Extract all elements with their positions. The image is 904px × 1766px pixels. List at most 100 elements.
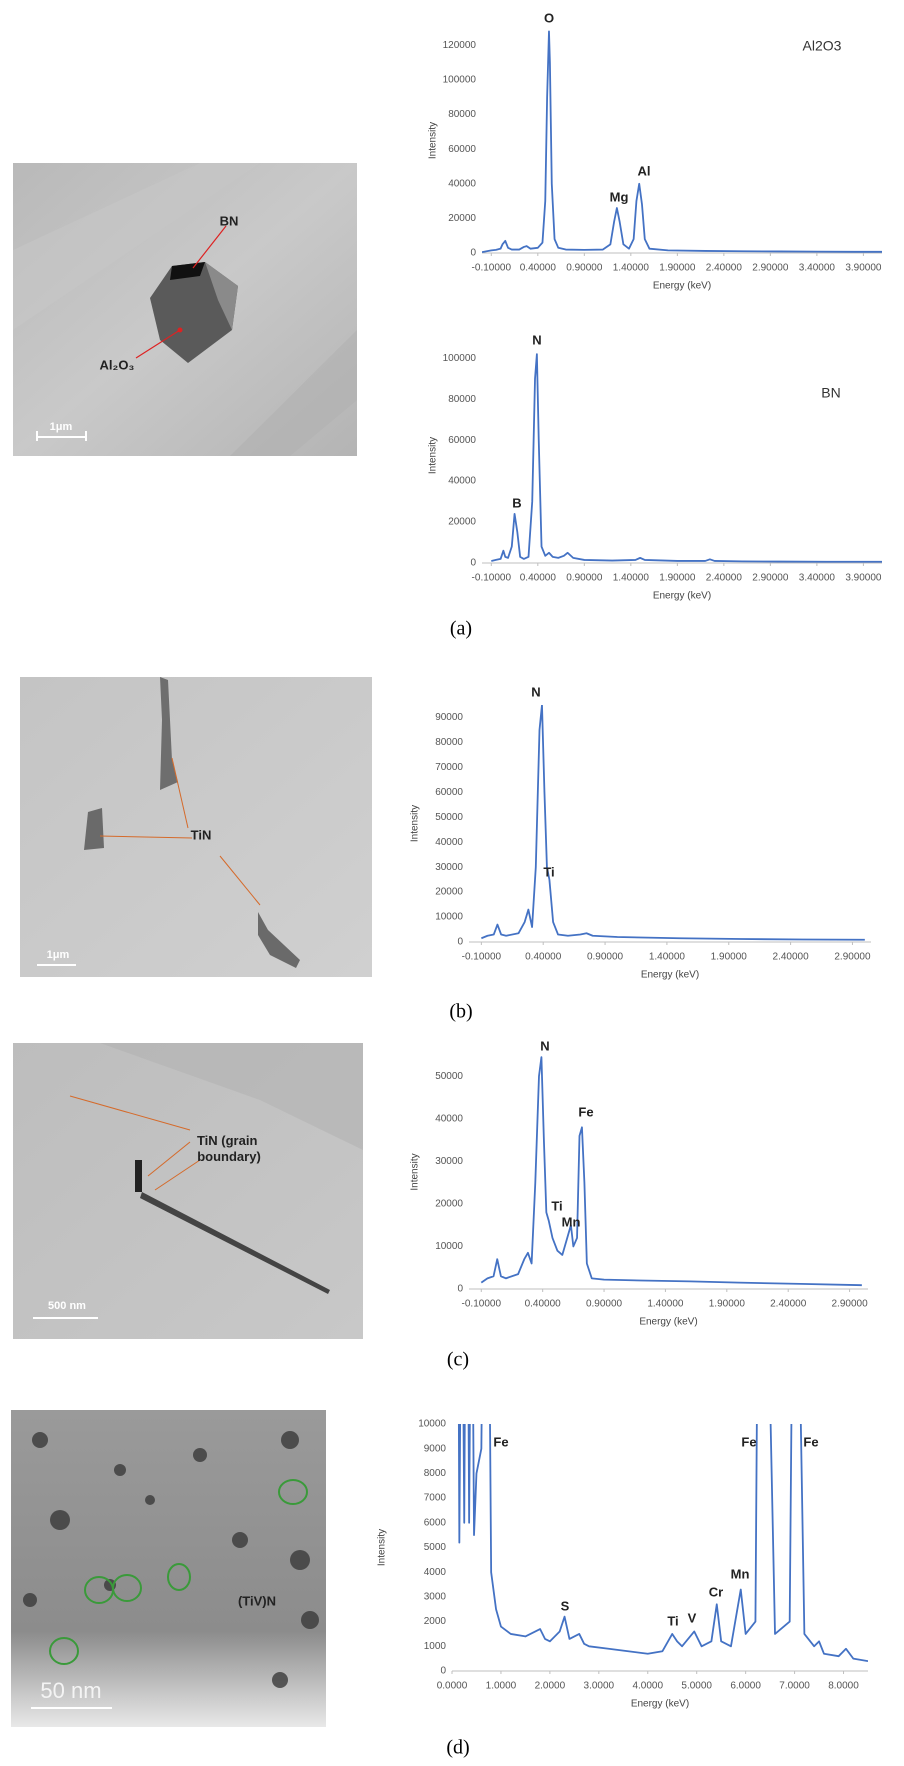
panel-caption: (c) [447,1349,469,1371]
x-tick-label: 2.0000 [535,1681,566,1692]
x-axis-title: Energy (keV) [639,1317,697,1328]
y-axis-title: Intensity [428,122,439,159]
x-axis-title: Energy (keV) [653,281,711,292]
scale-bar-label: 1μm [50,421,73,433]
y-tick-label: 7000 [424,1493,447,1504]
panel-caption: (d) [446,1737,469,1759]
panel-caption: (b) [449,1001,472,1023]
micrograph-label: BN [220,213,239,228]
y-tick-label: 20000 [435,1199,463,1210]
y-tick-label: 40000 [448,178,476,189]
eds-chart: 0 20000 40000 60000 80000 100000 120000 -0.1000… [428,10,882,292]
y-tick-label: 30000 [435,862,463,873]
micrograph-label: (TiV)N [238,1593,276,1608]
y-tick-label: 4000 [424,1567,447,1578]
eds-chart: 0 20000 40000 60000 80000 100000 -0.10000 0.400… [428,332,882,602]
y-tick-label: 80000 [448,109,476,120]
y-tick-label: 50000 [435,812,463,823]
y-tick-label: 120000 [443,40,477,51]
micrograph-label: Al₂O₃ [100,357,135,372]
peak-label: N [531,684,540,699]
peak-label: Fe [741,1434,756,1449]
x-tick-label: 1.40000 [613,573,650,584]
x-tick-label: 1.0000 [486,1681,517,1692]
peak-label: S [561,1598,570,1613]
scale-bar-label: 500 nm [48,1300,86,1312]
x-tick-label: 3.90000 [845,573,882,584]
micrograph-c [13,1043,363,1339]
x-tick-label: 1.90000 [711,952,748,963]
x-tick-label: 0.90000 [566,573,603,584]
x-tick-label: 3.40000 [799,263,836,274]
y-tick-label: 5000 [424,1542,447,1553]
y-tick-label: 10000 [418,1419,446,1430]
peak-label: N [532,332,541,347]
peak-label: Cr [709,1584,723,1599]
y-axis-title: Intensity [428,437,439,474]
spectrum-line [481,705,865,941]
y-tick-label: 70000 [435,762,463,773]
panel-caption: (a) [450,618,472,640]
x-tick-label: 2.90000 [752,573,789,584]
peak-label: Mg [610,189,629,204]
peak-label: Ti [667,1613,678,1628]
scale-bar-label: 1μm [47,949,70,961]
y-axis-title: Intensity [377,1529,388,1566]
x-tick-label: 5.0000 [681,1681,712,1692]
micrograph-b [20,677,372,977]
x-tick-label: -0.10000 [472,573,512,584]
peak-label: N [540,1038,549,1053]
y-tick-label: 20000 [448,517,476,528]
y-tick-label: 0 [457,937,463,948]
x-tick-label: 2.40000 [706,263,743,274]
spectrum-line [491,353,882,563]
eds-chart: 0 10000 20000 30000 40000 50000 60000 70000 8000… [410,684,871,981]
y-tick-label: 80000 [448,394,476,405]
y-axis-title: Intensity [410,1153,421,1190]
x-tick-label: 3.90000 [845,263,882,274]
x-tick-label: 0.40000 [520,263,557,274]
x-tick-label: 0.40000 [525,1299,562,1310]
y-tick-label: 60000 [435,787,463,798]
y-tick-label: 2000 [424,1616,447,1627]
micrograph-label: TiN (grain boundary) [197,1133,261,1164]
peak-label: Fe [803,1434,818,1449]
y-tick-label: 60000 [448,435,476,446]
y-tick-label: 0 [440,1666,446,1677]
y-tick-label: 100000 [443,75,477,86]
peak-label: Al [638,163,651,178]
x-axis-title: Energy (keV) [653,591,711,602]
x-tick-label: 1.40000 [613,263,650,274]
x-tick-label: 8.0000 [828,1681,859,1692]
x-axis-title: Energy (keV) [641,970,699,981]
y-tick-label: 10000 [435,912,463,923]
y-tick-label: 40000 [435,1113,463,1124]
y-tick-label: 50000 [435,1071,463,1082]
y-tick-label: 40000 [435,837,463,848]
x-tick-label: -0.10000 [462,1299,502,1310]
peak-label: Mn [562,1214,581,1229]
y-tick-label: 20000 [435,887,463,898]
peak-label: Ti [543,864,554,879]
y-tick-label: 30000 [435,1156,463,1167]
peak-label: Ti [551,1198,562,1213]
y-tick-label: 10000 [435,1241,463,1252]
peak-label: O [544,10,554,25]
x-axis-title: Energy (keV) [631,1699,689,1710]
eds-chart: 0 10000 20000 30000 40000 50000 -0.10000 0.4000… [410,1038,868,1327]
x-tick-label: 2.40000 [770,1299,807,1310]
x-tick-label: 1.40000 [647,1299,684,1310]
chart-title: Al2O3 [803,38,842,54]
x-tick-label: 2.90000 [834,952,871,963]
x-tick-label: 0.40000 [520,573,557,584]
chart-title: BN [821,385,840,401]
y-tick-label: 20000 [448,213,476,224]
y-axis-title: Intensity [410,805,421,842]
peak-label: Mn [731,1566,750,1581]
micrograph-a [13,163,357,456]
x-tick-label: 3.0000 [584,1681,615,1692]
x-tick-label: -0.10000 [462,952,502,963]
x-tick-label: -0.10000 [472,263,512,274]
y-tick-label: 3000 [424,1592,447,1603]
